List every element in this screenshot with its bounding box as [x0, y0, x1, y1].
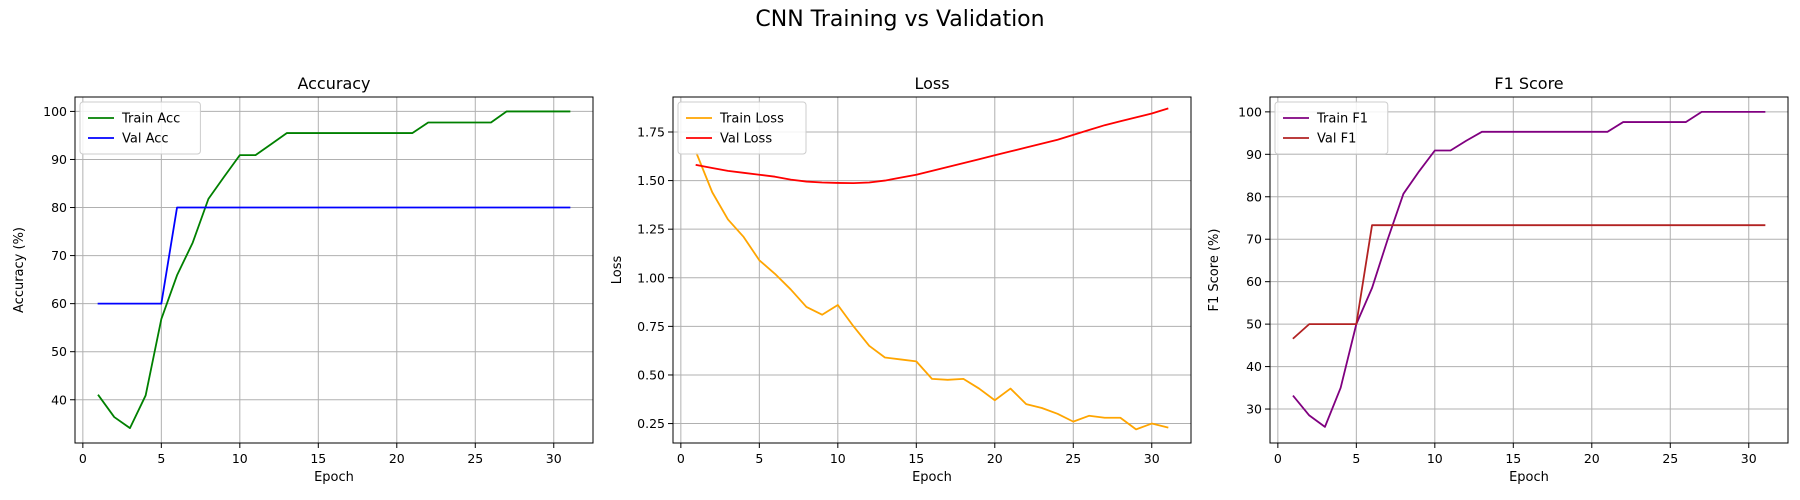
- series-line-train-acc: [97, 110, 571, 430]
- y-tick-label: 90: [1246, 147, 1262, 162]
- y-tick-label: 0.50: [637, 367, 665, 382]
- x-tick-label: 10: [830, 451, 846, 466]
- y-tick-label: 1.00: [637, 270, 665, 285]
- chart-panel-2: 0 5 10 15 20 25 30 0.25 0.50 0.75 1.00 1.25 1.50 1.75…: [610, 74, 1192, 485]
- x-tick-label: 25: [1662, 451, 1678, 466]
- x-tick-label: 15: [908, 451, 924, 466]
- legend-label: Val F1: [1317, 132, 1356, 147]
- chart-panel-3: 0 5 10 15 20 25 30 30 40 50 60 70 80 90 100 F1 Score Epo…: [1207, 74, 1789, 485]
- legend: Train Acc Val Acc: [79, 101, 201, 155]
- y-tick-label: 50: [51, 344, 67, 359]
- y-tick-label: 1.75: [637, 124, 665, 139]
- x-tick-label: 20: [1584, 451, 1600, 466]
- series-line-val-acc: [97, 206, 571, 305]
- legend-label: Val Acc: [122, 132, 169, 147]
- x-tick-label: 30: [1144, 451, 1160, 466]
- figure-title: CNN Training vs Validation: [755, 7, 1044, 32]
- legend-label: Train Acc: [121, 112, 180, 127]
- y-tick-label: 1.50: [637, 173, 665, 188]
- legend-box: [1274, 101, 1389, 155]
- legend-box: [677, 101, 807, 155]
- chart-title: Loss: [914, 74, 949, 93]
- y-axis-label: Loss: [610, 256, 625, 285]
- x-tick-label: 20: [987, 451, 1003, 466]
- axes-frame: [1269, 96, 1789, 444]
- series-line-train-loss: [695, 152, 1169, 431]
- legend-label: Val Loss: [720, 132, 772, 147]
- x-tick-label: 10: [232, 451, 248, 466]
- y-tick-label: 90: [51, 152, 67, 167]
- chart-title: Accuracy: [297, 74, 370, 93]
- chart-title: F1 Score: [1494, 74, 1563, 93]
- chart-panel-1: 0 5 10 15 20 25 30 40 50 60 70 80 90 100 Accuracy Epoch…: [12, 74, 594, 485]
- x-tick-label: 0: [677, 451, 685, 466]
- x-axis-label: Epoch: [314, 470, 354, 485]
- legend-box: [79, 101, 201, 155]
- axes-frame: [672, 96, 1192, 444]
- x-axis-label: Epoch: [912, 470, 952, 485]
- x-tick-label: 30: [1741, 451, 1757, 466]
- y-tick-label: 0.75: [637, 319, 665, 334]
- x-tick-label: 5: [755, 451, 763, 466]
- x-tick-label: 25: [467, 451, 483, 466]
- y-tick-label: 100: [43, 104, 67, 119]
- y-tick-label: 30: [1246, 402, 1262, 417]
- y-tick-label: 70: [1246, 232, 1262, 247]
- series-line-val-loss: [695, 107, 1169, 185]
- legend-label: Train F1: [1316, 112, 1368, 127]
- y-tick-label: 0.25: [637, 416, 665, 431]
- legend: Train Loss Val Loss: [677, 101, 807, 155]
- y-tick-label: 60: [51, 296, 67, 311]
- y-tick-label: 80: [1246, 189, 1262, 204]
- x-tick-label: 15: [1505, 451, 1521, 466]
- x-tick-label: 15: [310, 451, 326, 466]
- x-axis-label: Epoch: [1509, 470, 1549, 485]
- y-axis-label: F1 Score (%): [1207, 229, 1222, 312]
- legend-label: Train Loss: [719, 112, 784, 127]
- series-line-val-f1: [1292, 224, 1766, 340]
- x-tick-label: 20: [389, 451, 405, 466]
- y-tick-label: 40: [51, 392, 67, 407]
- y-tick-label: 100: [1238, 104, 1262, 119]
- y-axis-label: Accuracy (%): [12, 227, 27, 313]
- y-tick-label: 50: [1246, 317, 1262, 332]
- y-tick-label: 80: [51, 200, 67, 215]
- x-tick-label: 0: [1274, 451, 1282, 466]
- chart-panels: 0 5 10 15 20 25 30405060708090100AccuracyEpoch…: [12, 74, 1789, 485]
- x-tick-label: 0: [79, 451, 87, 466]
- y-tick-label: 70: [51, 248, 67, 263]
- x-tick-label: 5: [157, 451, 165, 466]
- y-tick-label: 60: [1246, 274, 1262, 289]
- x-tick-label: 30: [546, 451, 562, 466]
- x-tick-label: 10: [1427, 451, 1443, 466]
- axes-frame: [74, 96, 594, 444]
- x-tick-label: 25: [1065, 451, 1081, 466]
- y-tick-label: 1.25: [637, 222, 665, 237]
- y-tick-label: 40: [1246, 359, 1262, 374]
- x-tick-label: 5: [1352, 451, 1360, 466]
- series-line-train-f1: [1292, 110, 1766, 428]
- legend: Train F1 Val F1: [1274, 101, 1389, 155]
